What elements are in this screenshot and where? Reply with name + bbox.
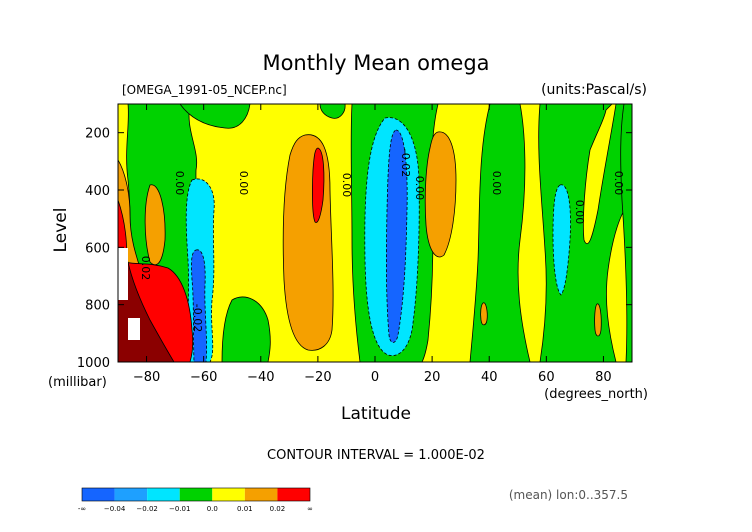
y-axis: 200 400 600 800 1000 <box>77 127 632 371</box>
contour-label: 0.00 <box>340 173 353 198</box>
units-label: (units:Pascal/s) <box>541 82 647 98</box>
legend-frame <box>81 487 311 502</box>
legend-swatch <box>82 488 115 501</box>
green-region-north-mid <box>469 104 531 362</box>
x-tick-label: 20 <box>424 370 441 385</box>
legend-swatch <box>179 488 213 501</box>
contour-labels: 0.00 0.00 0.00 0.00 0.000.000.00-0.020.02-0.… <box>139 149 625 332</box>
y-axis-title: Level <box>51 208 71 253</box>
y-tick-label: 800 <box>85 299 110 314</box>
orange-region-subtropic-south <box>282 134 334 351</box>
green-region-north-edge <box>620 104 632 362</box>
x-tick-label: −80 <box>133 370 160 385</box>
contour-label: 0.02 <box>139 256 152 281</box>
x-tick-label: 40 <box>481 370 498 385</box>
legend-tick-label: 0.02 <box>270 505 286 513</box>
y-tick-label: 600 <box>85 241 110 256</box>
blue-region-south <box>191 249 207 362</box>
cyan-region-north <box>552 184 571 296</box>
x-axis: −80 −60 −40 −20 0 20 40 60 80 <box>133 104 612 385</box>
contour-label: -0.02 <box>399 149 412 177</box>
color-legend: -∞ −0.04 −0.02 −0.01 0.0 0.01 0.02 ∞ <box>78 487 313 513</box>
file-label: [OMEGA_1991-05_NCEP.nc] <box>122 83 287 97</box>
contour-label: 0.00 <box>612 171 625 196</box>
legend-swatch <box>244 488 278 501</box>
missing-data-block-1 <box>118 248 128 300</box>
orange-region-subtropic-north <box>424 131 457 258</box>
green-region-midsouth <box>221 296 271 362</box>
legend-tick-label: ∞ <box>307 505 313 513</box>
green-region-south-top <box>179 104 251 129</box>
x-tick-label: 80 <box>595 370 612 385</box>
plot-field <box>118 104 632 362</box>
red-region-subtropic-south <box>312 147 325 223</box>
green-region-midsouth-top <box>319 104 346 119</box>
legend-swatch <box>212 488 245 501</box>
contour-label: 0.00 <box>237 171 250 196</box>
legend-tick-label: -∞ <box>78 505 86 513</box>
orange-region-south-inner <box>144 184 166 266</box>
contour-label: 0.00 <box>490 171 503 196</box>
y-tick-label: 200 <box>85 127 110 142</box>
yellow-gap-north <box>582 104 617 245</box>
contour-interval-text: CONTOUR INTERVAL = 1.000E-02 <box>267 448 485 463</box>
legend-tick-label: 0.0 <box>207 505 218 513</box>
legend-swatch <box>147 488 180 501</box>
contour-label: -0.02 <box>191 304 204 332</box>
footer-note: (mean) lon:0..357.5 <box>509 488 628 502</box>
legend-tick-label: −0.02 <box>136 505 157 513</box>
x-tick-label: 0 <box>371 370 379 385</box>
orange-region-north-small-1 <box>480 302 488 326</box>
contour-label: 0.00 <box>173 171 186 196</box>
legend-swatch <box>277 488 310 501</box>
x-tick-label: −60 <box>190 370 217 385</box>
y-tick-label: 400 <box>85 184 110 199</box>
legend-tick-label: 0.01 <box>237 505 253 513</box>
x-axis-title: Latitude <box>341 404 411 424</box>
x-tick-label: −40 <box>247 370 274 385</box>
blue-region-tropics <box>386 129 408 343</box>
x-tick-label: 60 <box>538 370 555 385</box>
legend-tick-label: −0.01 <box>169 505 190 513</box>
legend-swatch <box>114 488 148 501</box>
chart-title: Monthly Mean omega <box>262 51 489 75</box>
contour-label: 0.00 <box>413 176 426 201</box>
legend-tick-label: −0.04 <box>104 505 126 513</box>
y-axis-unit: (millibar) <box>48 375 107 390</box>
contour-label: 0.00 <box>573 200 586 225</box>
x-axis-unit: (degrees_north) <box>544 387 648 402</box>
y-tick-label: 1000 <box>77 356 110 371</box>
missing-data-block-2 <box>128 318 140 340</box>
orange-region-north-small-2 <box>594 303 602 337</box>
x-tick-label: −20 <box>304 370 331 385</box>
